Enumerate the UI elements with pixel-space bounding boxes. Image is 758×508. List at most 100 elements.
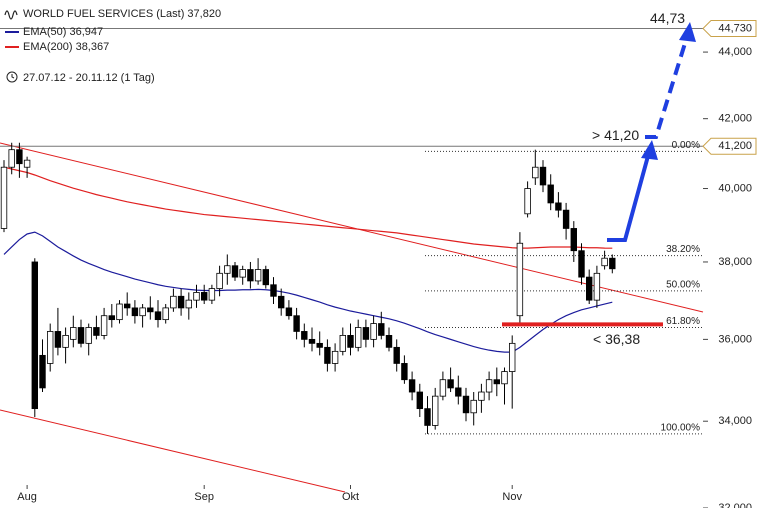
candle-body — [108, 315, 115, 321]
price-tag — [702, 137, 757, 155]
candle-body — [262, 269, 269, 286]
candle-body — [485, 379, 493, 393]
candle-body — [77, 327, 85, 344]
candle-body — [516, 242, 524, 317]
candle-body — [455, 387, 462, 397]
candle-body — [586, 276, 593, 301]
candle-body — [393, 346, 400, 364]
candle-body — [493, 379, 500, 385]
annotation: < 36,38 — [593, 331, 640, 347]
trend-channel-lower — [0, 409, 346, 493]
candle-body — [385, 335, 393, 348]
candle-body — [362, 327, 370, 340]
candle-body — [424, 408, 431, 426]
candle-body — [16, 149, 23, 165]
candle-body — [347, 335, 354, 348]
candle-body — [324, 346, 331, 364]
candle-body — [254, 269, 262, 282]
candle-body — [239, 269, 246, 278]
fib-level-label: 0.00% — [672, 140, 700, 151]
price-tag-label: 44,730 — [718, 22, 752, 34]
candle-body — [93, 327, 100, 336]
chart-icon — [4, 10, 18, 20]
candle-body — [200, 292, 208, 301]
candle-body — [562, 209, 570, 229]
clock-icon — [6, 71, 18, 83]
candle-body — [62, 335, 69, 348]
projection-arrow-dashed — [645, 39, 688, 139]
y-tick-label: 38,000 — [718, 256, 752, 268]
y-tick-label: 34,000 — [718, 415, 752, 427]
candle-body — [401, 363, 408, 381]
candle-body — [54, 331, 62, 348]
y-tick-label: 44,000 — [718, 46, 752, 58]
candle-body — [285, 307, 293, 317]
fib-level-label: 38.20% — [666, 244, 700, 255]
price-tag-label: 41,200 — [718, 140, 752, 152]
candle-body — [478, 391, 485, 401]
ema-line — [3, 166, 613, 249]
candle-body — [277, 295, 285, 309]
candle-body — [593, 272, 601, 301]
arrow-head — [641, 140, 658, 160]
candles — [0, 142, 616, 434]
levels: 0.00% 38.20% 50.00% 61.80% 100.00% — [0, 28, 703, 435]
candle-body — [501, 371, 508, 385]
candle-body — [170, 295, 177, 309]
candle-body — [131, 307, 139, 317]
trend-channel-upper — [0, 142, 704, 313]
legend-entry: EMA(200) 38,367 — [23, 41, 109, 53]
candle-body — [508, 342, 516, 372]
candle-body — [609, 257, 616, 270]
candle-body — [31, 261, 38, 410]
legend-entry: EMA(50) 36,947 — [23, 26, 103, 38]
projection-arrow — [607, 155, 650, 242]
annotation: > 41,20 — [592, 127, 639, 143]
x-tick-label: Aug — [17, 491, 37, 503]
x-tick-label: Sep — [194, 491, 214, 503]
candle-body — [0, 166, 8, 229]
candle-body — [354, 327, 362, 348]
fib-level-label: 61.80% — [666, 316, 700, 327]
price-tag — [702, 20, 757, 38]
candle-body — [378, 323, 385, 336]
y-tick-label: 36,000 — [718, 333, 752, 345]
candle-body — [100, 315, 108, 336]
candle-body — [85, 327, 92, 344]
candle-body — [116, 303, 123, 321]
candle-body — [308, 338, 316, 344]
candle-body — [23, 159, 31, 168]
candle-body — [293, 315, 300, 332]
candle-body — [524, 188, 531, 215]
candle-body — [539, 166, 547, 186]
fib-level-label: 100.00% — [661, 423, 701, 434]
y-tick-label: 32,000 — [718, 502, 752, 508]
candle-body — [139, 307, 146, 317]
y-tick-label: 42,000 — [718, 113, 752, 125]
candle-body — [39, 354, 46, 389]
candle-body — [162, 307, 169, 321]
candle-body — [216, 272, 223, 289]
candle-body — [301, 331, 308, 340]
arrow-head — [679, 22, 696, 42]
candle-body — [8, 149, 15, 168]
candle-body — [124, 303, 131, 309]
candle-body — [147, 307, 154, 313]
candle-body — [601, 257, 608, 267]
candle-body — [154, 311, 162, 321]
y-tick-label: 40,000 — [718, 182, 752, 194]
candle-body — [447, 379, 454, 389]
candle-body — [547, 184, 554, 204]
candle-body — [555, 202, 562, 211]
x-tick-label: Okt — [342, 491, 359, 503]
y-axis: 32,000 34,000 36,000 38,000 40,000 42,000 44,0… — [17, 20, 757, 508]
candle-body — [462, 395, 470, 414]
annotation: 44,73 — [650, 10, 685, 26]
fib-level-label: 50.00% — [666, 280, 700, 291]
candle-body — [570, 228, 577, 252]
candle-body — [177, 295, 185, 309]
candle-body — [270, 284, 277, 297]
candle-body — [339, 335, 346, 352]
